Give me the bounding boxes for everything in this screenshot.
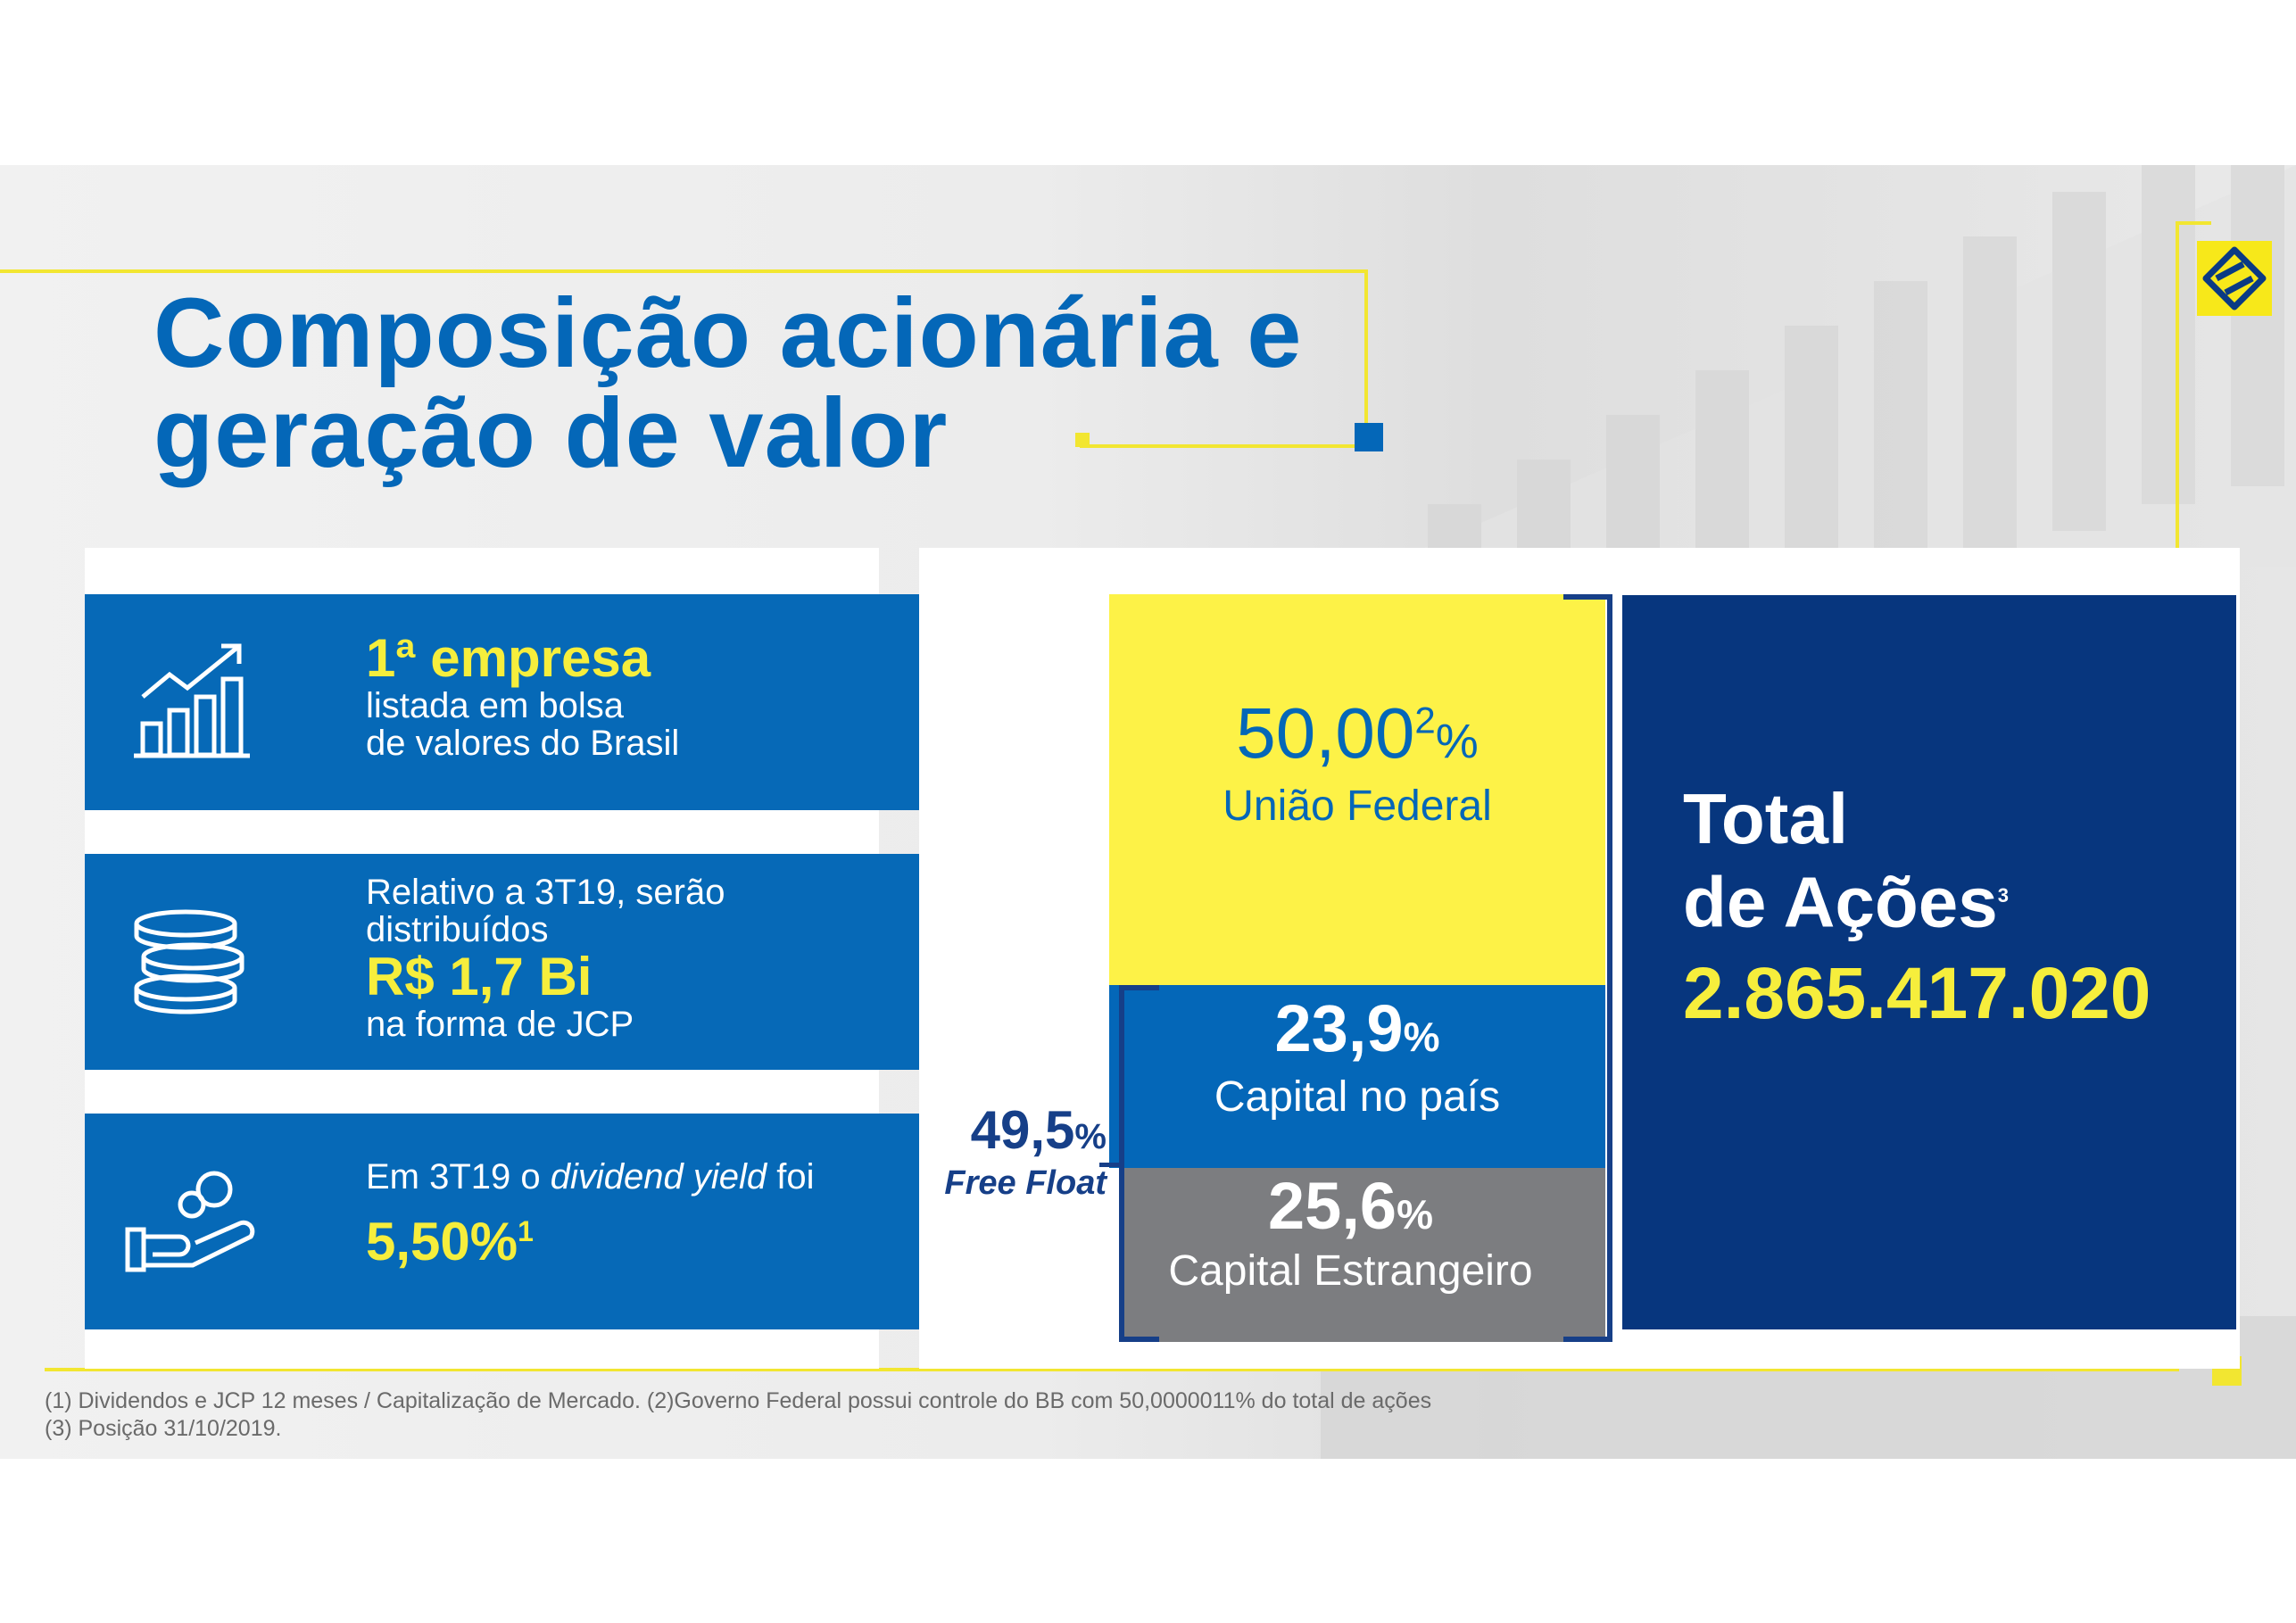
uniao-label: União Federal: [1223, 783, 1492, 830]
card2-text: Relativo a 3T19, serão distribuídos R$ 1…: [366, 874, 725, 1043]
page-title: Composição acionária e geração de valor: [153, 284, 1302, 484]
footnote-1: (1) Dividendos e JCP 12 meses / Capitali…: [45, 1388, 1432, 1413]
total-line2-wrap: de Ações3: [1683, 857, 2009, 941]
uniao-number: 50,00: [1236, 693, 1415, 773]
free-float-text: Free Float: [944, 1164, 1107, 1202]
bottom-frame-line: [45, 1368, 2179, 1371]
estr-label: Capital Estrangeiro: [1168, 1247, 1533, 1295]
growth-chart-icon: [134, 643, 250, 758]
card1-text: 1ª empresa listada em bolsa de valores d…: [366, 628, 680, 763]
card3-italic: dividend yield: [550, 1157, 767, 1197]
total-line2: de Ações: [1683, 862, 1998, 942]
freefloat-bracket-top: [1119, 985, 1159, 990]
pais-unit: %: [1403, 1014, 1440, 1060]
card3-prefix: Em 3T19 o: [366, 1157, 551, 1197]
title-frame-top-line: [0, 269, 1368, 273]
block-uniao-federal: 50,002% União Federal: [1109, 594, 1605, 985]
pais-number: 23,9: [1274, 991, 1404, 1065]
title-frame-dot: [1075, 433, 1090, 447]
freefloat-bracket-tick: [1099, 1163, 1121, 1167]
block-capital-estrangeiro: 25,6% Capital Estrangeiro: [1123, 1168, 1605, 1342]
uniao-value: 50,002%: [1109, 692, 1605, 774]
card-jcp: Relativo a 3T19, serão distribuídos R$ 1…: [85, 854, 964, 1070]
card-dividend-yield: Em 3T19 o dividend yield foi 5,50%1: [85, 1114, 964, 1329]
card3-headline: 5,50%: [366, 1212, 518, 1271]
card2-line2: distribuídos: [366, 910, 549, 949]
title-line-1: Composição acionária e: [153, 278, 1303, 388]
estr-number: 25,6: [1268, 1169, 1397, 1243]
pais-value: 23,9%: [1109, 990, 1605, 1066]
coins-stack-icon: [134, 909, 245, 1014]
estr-value: 25,6%: [1109, 1168, 1592, 1244]
card3-footnote-marker: 1: [518, 1215, 534, 1247]
card2-line3: na forma de JCP: [366, 1005, 634, 1044]
title-frame-right-line: [1364, 269, 1368, 448]
card1-line2: de valores do Brasil: [366, 724, 680, 763]
total-title: Total de Ações3: [1683, 781, 2009, 941]
free-float-number: 49,5: [970, 1100, 1075, 1160]
estr-unit: %: [1397, 1191, 1433, 1238]
footnotes: (1) Dividendos e JCP 12 meses / Capitali…: [45, 1387, 1431, 1443]
bb-logo-icon: [2202, 246, 2267, 311]
total-value: 2.865.417.020: [1683, 953, 2151, 1034]
card3-suffix: foi: [767, 1157, 815, 1197]
card3-line1: Em 3T19 o dividend yield foi: [366, 1158, 815, 1196]
total-line1: Total: [1683, 779, 1849, 858]
card2-headline: R$ 1,7 Bi: [366, 947, 593, 1006]
total-bracket-vertical: [1607, 594, 1612, 1342]
uniao-footnote-marker: 2: [1414, 699, 1436, 741]
hand-coins-icon: [125, 1171, 255, 1272]
free-float-value: 49,5%: [928, 1102, 1107, 1165]
free-float-label: 49,5% Free Float: [928, 1102, 1107, 1202]
freefloat-bracket-vertical: [1119, 985, 1124, 1342]
total-bracket-top: [1563, 594, 1612, 600]
free-float-unit: %: [1074, 1117, 1107, 1156]
block-total-acoes: Total de Ações3 2.865.417.020: [1622, 595, 2236, 1329]
card3-headline-wrap: 5,50%1: [366, 1196, 815, 1278]
block-capital-pais: 23,9% Capital no país: [1109, 985, 1605, 1168]
card-first-company: 1ª empresa listada em bolsa de valores d…: [85, 594, 964, 810]
total-bracket-bottom: [1563, 1337, 1612, 1342]
freefloat-bracket-bottom: [1119, 1337, 1159, 1342]
card1-line1: listada em bolsa: [366, 686, 625, 725]
left-panel: 1ª empresa listada em bolsa de valores d…: [85, 548, 964, 1369]
title-frame-bottom-line: [1080, 444, 1368, 448]
footnote-2: (3) Posição 31/10/2019.: [45, 1416, 282, 1441]
right-frame-top-stub: [2176, 221, 2211, 225]
title-frame-blue-square: [1355, 423, 1383, 451]
card3-text: Em 3T19 o dividend yield foi 5,50%1: [366, 1158, 815, 1278]
total-footnote-marker: 3: [1997, 884, 2009, 907]
pais-label: Capital no país: [1214, 1073, 1501, 1121]
title-line-2: geração de valor: [153, 378, 949, 488]
card2-line1: Relativo a 3T19, serão: [366, 873, 725, 912]
bb-logo: [2197, 241, 2272, 316]
uniao-unit: %: [1435, 715, 1479, 768]
card1-headline: 1ª empresa: [366, 628, 651, 688]
